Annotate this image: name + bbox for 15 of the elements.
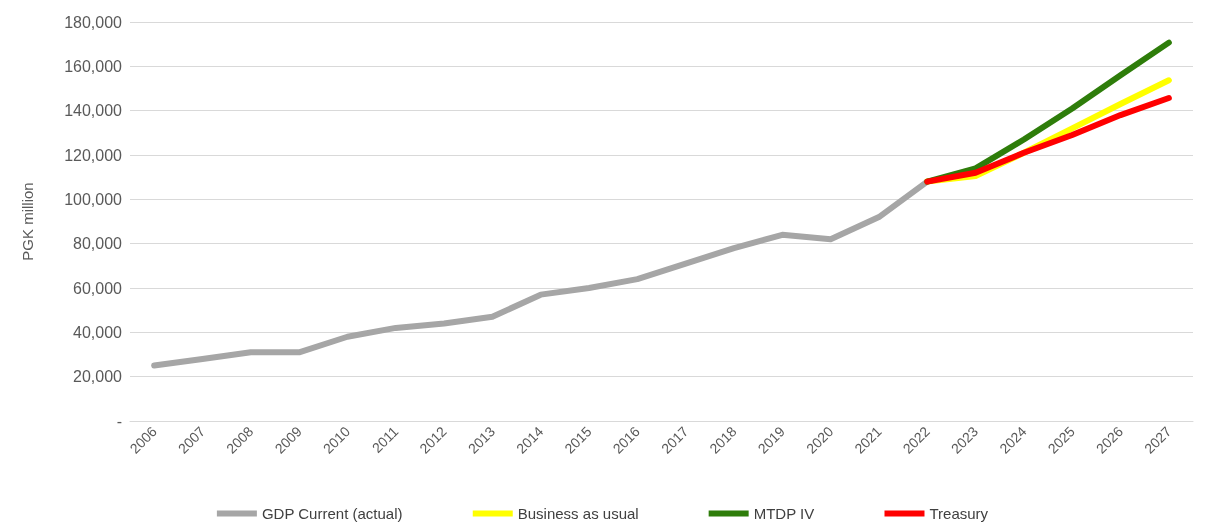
y-tick-label: 140,000 <box>64 102 123 120</box>
y-tick-label: - <box>116 412 122 430</box>
legend-label: GDP Current (actual) <box>261 505 403 522</box>
y-tick-label: 100,000 <box>64 190 123 208</box>
y-axis-title: PGK million <box>19 182 36 261</box>
y-tick-label: 120,000 <box>64 146 123 164</box>
y-tick-label: 60,000 <box>73 279 123 297</box>
legend-label: MTDP IV <box>753 505 815 522</box>
y-tick-label: 40,000 <box>73 323 123 341</box>
y-tick-label: 180,000 <box>64 13 123 31</box>
legend-label: Business as usual <box>517 505 639 522</box>
y-tick-label: 20,000 <box>73 368 123 386</box>
y-tick-label: 80,000 <box>73 235 123 253</box>
legend-label: Treasury <box>929 505 989 522</box>
y-tick-label: 160,000 <box>64 57 123 75</box>
